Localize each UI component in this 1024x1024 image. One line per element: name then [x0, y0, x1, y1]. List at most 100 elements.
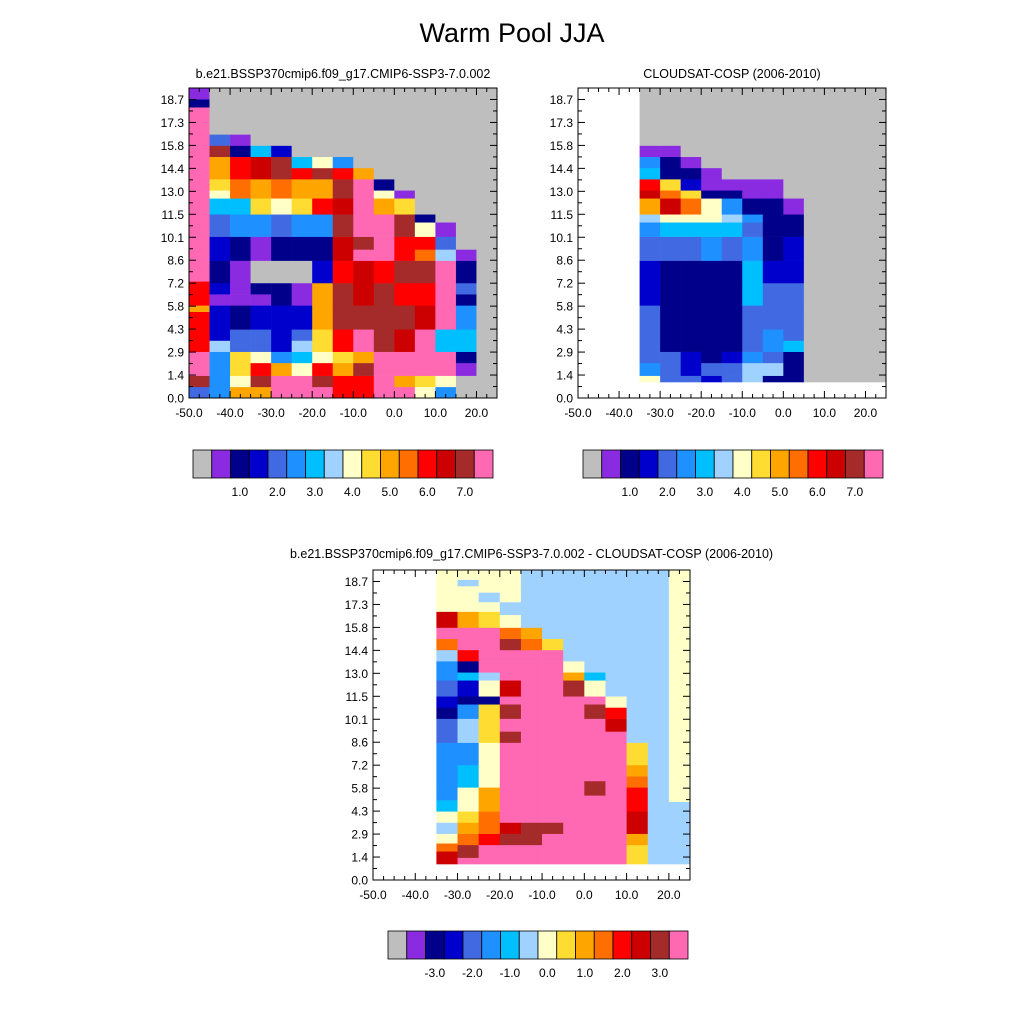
colorbar-box — [398, 449, 419, 479]
heatmap-cell — [436, 570, 458, 612]
heatmap-cell — [626, 570, 649, 743]
heatmap-cell — [639, 305, 661, 352]
heatmap-cell — [783, 351, 805, 383]
heatmap-cell — [373, 88, 395, 180]
colorbar-label: 7.0 — [457, 485, 474, 499]
heatmap-cell — [373, 260, 395, 284]
heatmap-cell — [353, 190, 375, 215]
colorbar-label: 6.0 — [809, 485, 826, 499]
heatmap-cell — [762, 362, 784, 376]
heatmap-cell — [332, 282, 354, 306]
heatmap-cell — [271, 145, 292, 158]
heatmap-cell — [647, 570, 670, 865]
heatmap-cell — [680, 156, 702, 169]
heatmap-cell — [478, 764, 501, 788]
heatmap-cell — [209, 282, 231, 295]
heatmap-cell — [209, 329, 231, 341]
heatmap-cell — [626, 787, 649, 812]
heatmap-cell — [353, 282, 375, 306]
heatmap-cell — [332, 351, 354, 364]
heatmap-cell — [721, 190, 743, 199]
heatmap-cell — [209, 294, 231, 306]
heatmap-cell — [542, 638, 564, 651]
panel-1: b.e21.BSSP370cmip6.f09_g17.CMIP6-SSP3-7.… — [161, 67, 498, 499]
heatmap-cell — [250, 214, 272, 237]
y-tick-label: 18.7 — [161, 93, 185, 107]
y-tick-label: 18.7 — [345, 575, 369, 589]
heatmap-cell — [499, 649, 522, 662]
heatmap-cell — [435, 236, 457, 250]
heatmap-cell — [271, 260, 292, 284]
colorbar-box — [631, 930, 651, 960]
heatmap-cell — [373, 214, 395, 237]
heatmap-cell — [457, 833, 479, 846]
colorbar-box — [807, 449, 828, 479]
y-tick-label: 15.8 — [161, 139, 185, 153]
heatmap-cell — [499, 661, 522, 681]
colorbar-label: 3.0 — [652, 966, 669, 980]
heatmap-cell — [373, 282, 395, 306]
heatmap-cell — [762, 198, 784, 215]
heatmap-cell — [742, 362, 764, 383]
heatmap-cell — [436, 787, 458, 801]
heatmap-cell — [435, 386, 457, 399]
heatmap-cell — [478, 742, 501, 766]
colorbar-box — [361, 449, 381, 479]
heatmap-cell — [394, 282, 416, 306]
x-tick-label: -40.0 — [402, 888, 430, 902]
heatmap-cell — [803, 88, 825, 383]
heatmap-cell — [271, 329, 292, 352]
y-tick-label: 10.1 — [550, 231, 574, 245]
heatmap-cell — [660, 145, 681, 158]
heatmap-cell — [584, 696, 606, 705]
heatmap-cell — [824, 88, 846, 383]
y-tick-label: 2.9 — [351, 828, 368, 842]
heatmap-cell — [436, 718, 458, 743]
heatmap-cell — [865, 88, 887, 383]
heatmap-cell — [332, 329, 354, 352]
heatmap-cell — [499, 680, 522, 697]
heatmap-cell — [414, 88, 436, 215]
y-tick-label: 7.2 — [167, 277, 184, 291]
colorbar-box — [518, 930, 539, 960]
heatmap-cell — [668, 801, 691, 865]
heatmap-cell — [209, 305, 231, 330]
y-tick-label: 2.9 — [167, 346, 184, 360]
heatmap-cells — [436, 570, 691, 865]
heatmap-cell — [230, 329, 251, 352]
x-tick-label: -50.0 — [175, 406, 203, 420]
heatmap-cell — [291, 351, 313, 364]
x-tick-label: -40.0 — [216, 406, 244, 420]
heatmap-cell — [701, 190, 723, 199]
heatmap-cell — [639, 88, 661, 146]
heatmap-cell — [312, 167, 334, 180]
heatmap-cell — [312, 351, 334, 364]
heatmap-cell — [639, 179, 661, 191]
heatmap-cell — [762, 375, 784, 383]
x-tick-label: -10.0 — [528, 888, 556, 902]
heatmap-cell — [499, 638, 522, 651]
y-tick-label: 10.1 — [345, 713, 369, 727]
heatmap-cell — [457, 704, 479, 719]
heatmap-cell — [721, 222, 743, 237]
heatmap-cell — [520, 844, 543, 865]
x-tick-label: -10.0 — [340, 406, 368, 420]
x-tick-label: 20.0 — [657, 888, 681, 902]
heatmap-cell — [783, 214, 805, 237]
colorbar-label: 6.0 — [419, 485, 436, 499]
heatmap-cell — [353, 249, 375, 261]
heatmap-cell — [435, 249, 457, 261]
colorbar-box — [406, 930, 426, 960]
heatmap-cell — [783, 282, 805, 306]
heatmap-cell — [499, 601, 522, 616]
heatmap-cell — [394, 260, 416, 284]
heatmap-cell — [499, 718, 522, 732]
y-axis: 0.0 1.4 2.9 4.3 5.8 7.2 8.6 10.1 11.5 13.0 14.4 15.… — [550, 87, 886, 406]
heatmap-cell — [209, 236, 231, 261]
heatmap-cell — [332, 198, 354, 215]
heatmap-cell — [435, 351, 457, 376]
heatmap-cell — [762, 305, 784, 330]
heatmap-cell — [499, 704, 522, 719]
heatmap-cell — [230, 214, 251, 237]
heatmap-cell — [312, 156, 334, 169]
